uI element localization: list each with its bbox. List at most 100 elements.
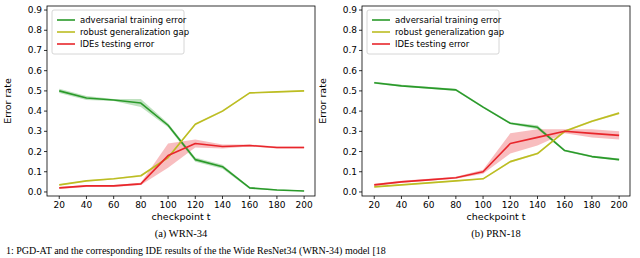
y-tick-label: 0.8 bbox=[28, 25, 43, 35]
legend-label: IDEs testing error bbox=[80, 39, 155, 49]
x-tick bbox=[304, 196, 305, 199]
series-line bbox=[59, 143, 304, 187]
x-tick bbox=[140, 196, 141, 199]
y-tick bbox=[359, 171, 362, 172]
x-tick-label: 140 bbox=[529, 200, 546, 210]
y-tick-label: 0.5 bbox=[343, 86, 357, 96]
subfigure-caption: (b) PRN-18 bbox=[471, 228, 520, 240]
y-tick bbox=[44, 90, 47, 91]
y-tick-label: 0.2 bbox=[343, 147, 357, 157]
y-tick-label: 0.3 bbox=[343, 126, 357, 136]
y-tick bbox=[44, 30, 47, 31]
y-tick bbox=[44, 70, 47, 71]
legend-label: adversarial training error bbox=[395, 15, 502, 25]
y-axis-label: Error rate bbox=[2, 78, 13, 124]
legend-label: robust generalization gap bbox=[395, 27, 504, 37]
y-tick-label: 0.1 bbox=[28, 167, 42, 177]
x-tick bbox=[195, 196, 196, 199]
legend-label: IDEs testing error bbox=[395, 39, 470, 49]
y-tick bbox=[359, 70, 362, 71]
x-tick-label: 180 bbox=[583, 200, 600, 210]
y-tick-label: 0.2 bbox=[28, 147, 42, 157]
plot-frame bbox=[362, 6, 630, 196]
y-tick bbox=[359, 30, 362, 31]
y-tick bbox=[44, 191, 47, 192]
error-band bbox=[374, 82, 619, 161]
figure-caption: 1: PGD-AT and the corresponding IDE resu… bbox=[6, 245, 386, 257]
series-line bbox=[59, 91, 304, 191]
x-tick bbox=[168, 196, 169, 199]
y-axis-label: Error rate bbox=[317, 78, 328, 124]
x-tick-label: 80 bbox=[450, 200, 462, 210]
x-tick bbox=[483, 196, 484, 199]
x-tick-label: 20 bbox=[54, 200, 66, 210]
x-tick bbox=[537, 196, 538, 199]
y-tick-label: 0.6 bbox=[343, 66, 358, 76]
y-tick bbox=[44, 10, 47, 11]
x-tick-label: 120 bbox=[502, 200, 519, 210]
x-tick bbox=[591, 196, 592, 199]
x-tick-label: 60 bbox=[108, 200, 120, 210]
error-band bbox=[374, 129, 619, 186]
y-tick bbox=[359, 151, 362, 152]
y-tick bbox=[44, 151, 47, 152]
y-tick-label: 0.5 bbox=[28, 86, 42, 96]
y-tick-label: 0.8 bbox=[343, 25, 358, 35]
x-tick-label: 40 bbox=[81, 200, 93, 210]
y-tick-label: 0.3 bbox=[28, 126, 42, 136]
legend-swatch bbox=[372, 19, 390, 21]
legend-swatch bbox=[372, 43, 390, 45]
y-tick-label: 0.9 bbox=[28, 5, 43, 15]
x-tick-label: 100 bbox=[159, 200, 176, 210]
plot-frame bbox=[47, 6, 315, 196]
y-tick-label: 0.0 bbox=[28, 187, 43, 197]
x-tick bbox=[564, 196, 565, 199]
error-band bbox=[59, 139, 304, 189]
x-tick bbox=[619, 196, 620, 199]
x-tick-label: 60 bbox=[423, 200, 435, 210]
error-band bbox=[59, 90, 304, 185]
y-tick-label: 0.1 bbox=[343, 167, 357, 177]
y-tick bbox=[359, 90, 362, 91]
x-tick bbox=[455, 196, 456, 199]
legend-label: adversarial training error bbox=[80, 15, 187, 25]
x-tick bbox=[374, 196, 375, 199]
legend-swatch bbox=[372, 31, 390, 33]
y-tick-label: 0.7 bbox=[343, 45, 357, 55]
legend-label: robust generalization gap bbox=[80, 27, 189, 37]
y-tick bbox=[359, 10, 362, 11]
x-tick bbox=[510, 196, 511, 199]
x-axis-label: checkpoint t bbox=[467, 211, 526, 222]
series-line bbox=[374, 131, 619, 185]
x-tick bbox=[401, 196, 402, 199]
x-tick-label: 140 bbox=[214, 200, 231, 210]
x-tick-label: 100 bbox=[474, 200, 491, 210]
legend-swatch bbox=[57, 31, 75, 33]
x-tick bbox=[113, 196, 114, 199]
chart: 0.00.10.20.30.40.50.60.70.80.92040608010… bbox=[317, 5, 630, 240]
error-band bbox=[374, 112, 619, 187]
x-tick-label: 180 bbox=[268, 200, 285, 210]
x-tick-label: 160 bbox=[556, 200, 573, 210]
x-tick bbox=[249, 196, 250, 199]
x-tick bbox=[428, 196, 429, 199]
x-tick-label: 40 bbox=[396, 200, 408, 210]
x-tick bbox=[276, 196, 277, 199]
chart: 0.00.10.20.30.40.50.60.70.80.92040608010… bbox=[2, 5, 315, 240]
x-tick bbox=[222, 196, 223, 199]
y-tick bbox=[44, 171, 47, 172]
series-line bbox=[374, 113, 619, 187]
legend-swatch bbox=[57, 19, 75, 21]
subfigure-caption: (a) WRN-34 bbox=[155, 228, 208, 240]
y-tick bbox=[359, 111, 362, 112]
y-tick bbox=[359, 131, 362, 132]
series-line bbox=[374, 83, 619, 160]
y-tick-label: 0.4 bbox=[343, 106, 358, 116]
x-tick-label: 120 bbox=[187, 200, 204, 210]
x-tick-label: 160 bbox=[241, 200, 258, 210]
error-band bbox=[59, 89, 304, 191]
x-axis-label: checkpoint t bbox=[152, 211, 211, 222]
y-tick bbox=[359, 50, 362, 51]
y-tick-label: 0.0 bbox=[343, 187, 358, 197]
x-tick-label: 20 bbox=[369, 200, 381, 210]
